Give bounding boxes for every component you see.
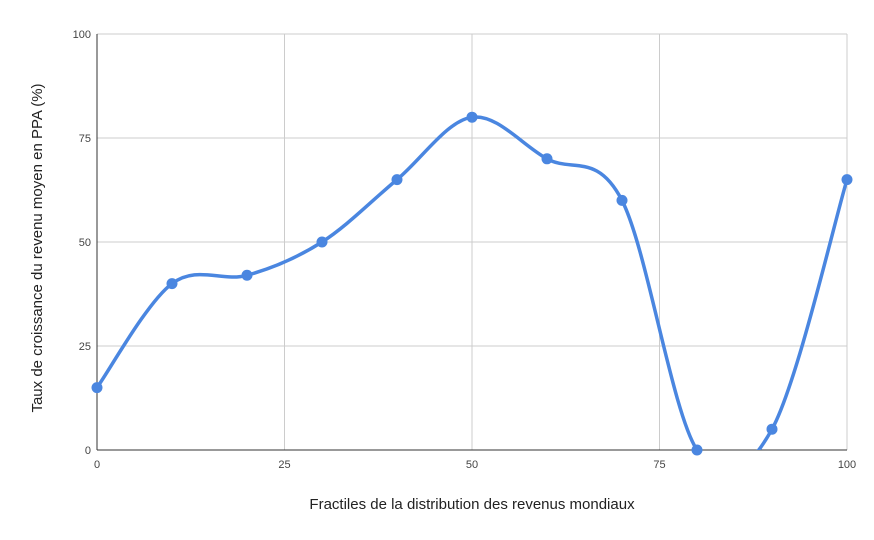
data-point-50 [466, 111, 478, 123]
y-tick-label-0: 0 [85, 445, 91, 457]
data-point-80 [691, 444, 703, 456]
x-tick-label-1: 25 [278, 459, 290, 471]
series-line-0 [97, 115, 847, 450]
y-tick-label-1: 25 [79, 341, 91, 353]
data-point-0 [91, 382, 103, 394]
y-tick-label-3: 75 [79, 133, 91, 145]
x-tick-label-0: 0 [94, 459, 100, 471]
grid [97, 33, 848, 450]
y-axis-title: Taux de croissance du revenu moyen en PP… [29, 83, 46, 412]
data-point-10 [166, 278, 178, 290]
data-point-20 [241, 269, 253, 281]
data-point-40 [391, 174, 403, 186]
data-point-30 [316, 236, 328, 248]
axes [96, 34, 847, 451]
x-tick-label-2: 50 [466, 459, 478, 471]
data-point-60 [541, 153, 553, 165]
y-tick-label-4: 100 [73, 29, 91, 41]
x-tick-label-3: 75 [653, 459, 665, 471]
data-point-100 [841, 174, 853, 186]
x-tick-label-4: 100 [838, 459, 856, 471]
data-point-70 [616, 194, 628, 206]
y-tick-label-2: 50 [79, 237, 91, 249]
points-layer [91, 111, 853, 456]
x-axis-title: Fractiles de la distribution des revenus… [309, 496, 635, 513]
tick-labels: 0 25 50 75 100 0 25 50 75 100 [73, 29, 857, 471]
data-point-90 [766, 423, 778, 435]
series-layer [97, 115, 847, 450]
